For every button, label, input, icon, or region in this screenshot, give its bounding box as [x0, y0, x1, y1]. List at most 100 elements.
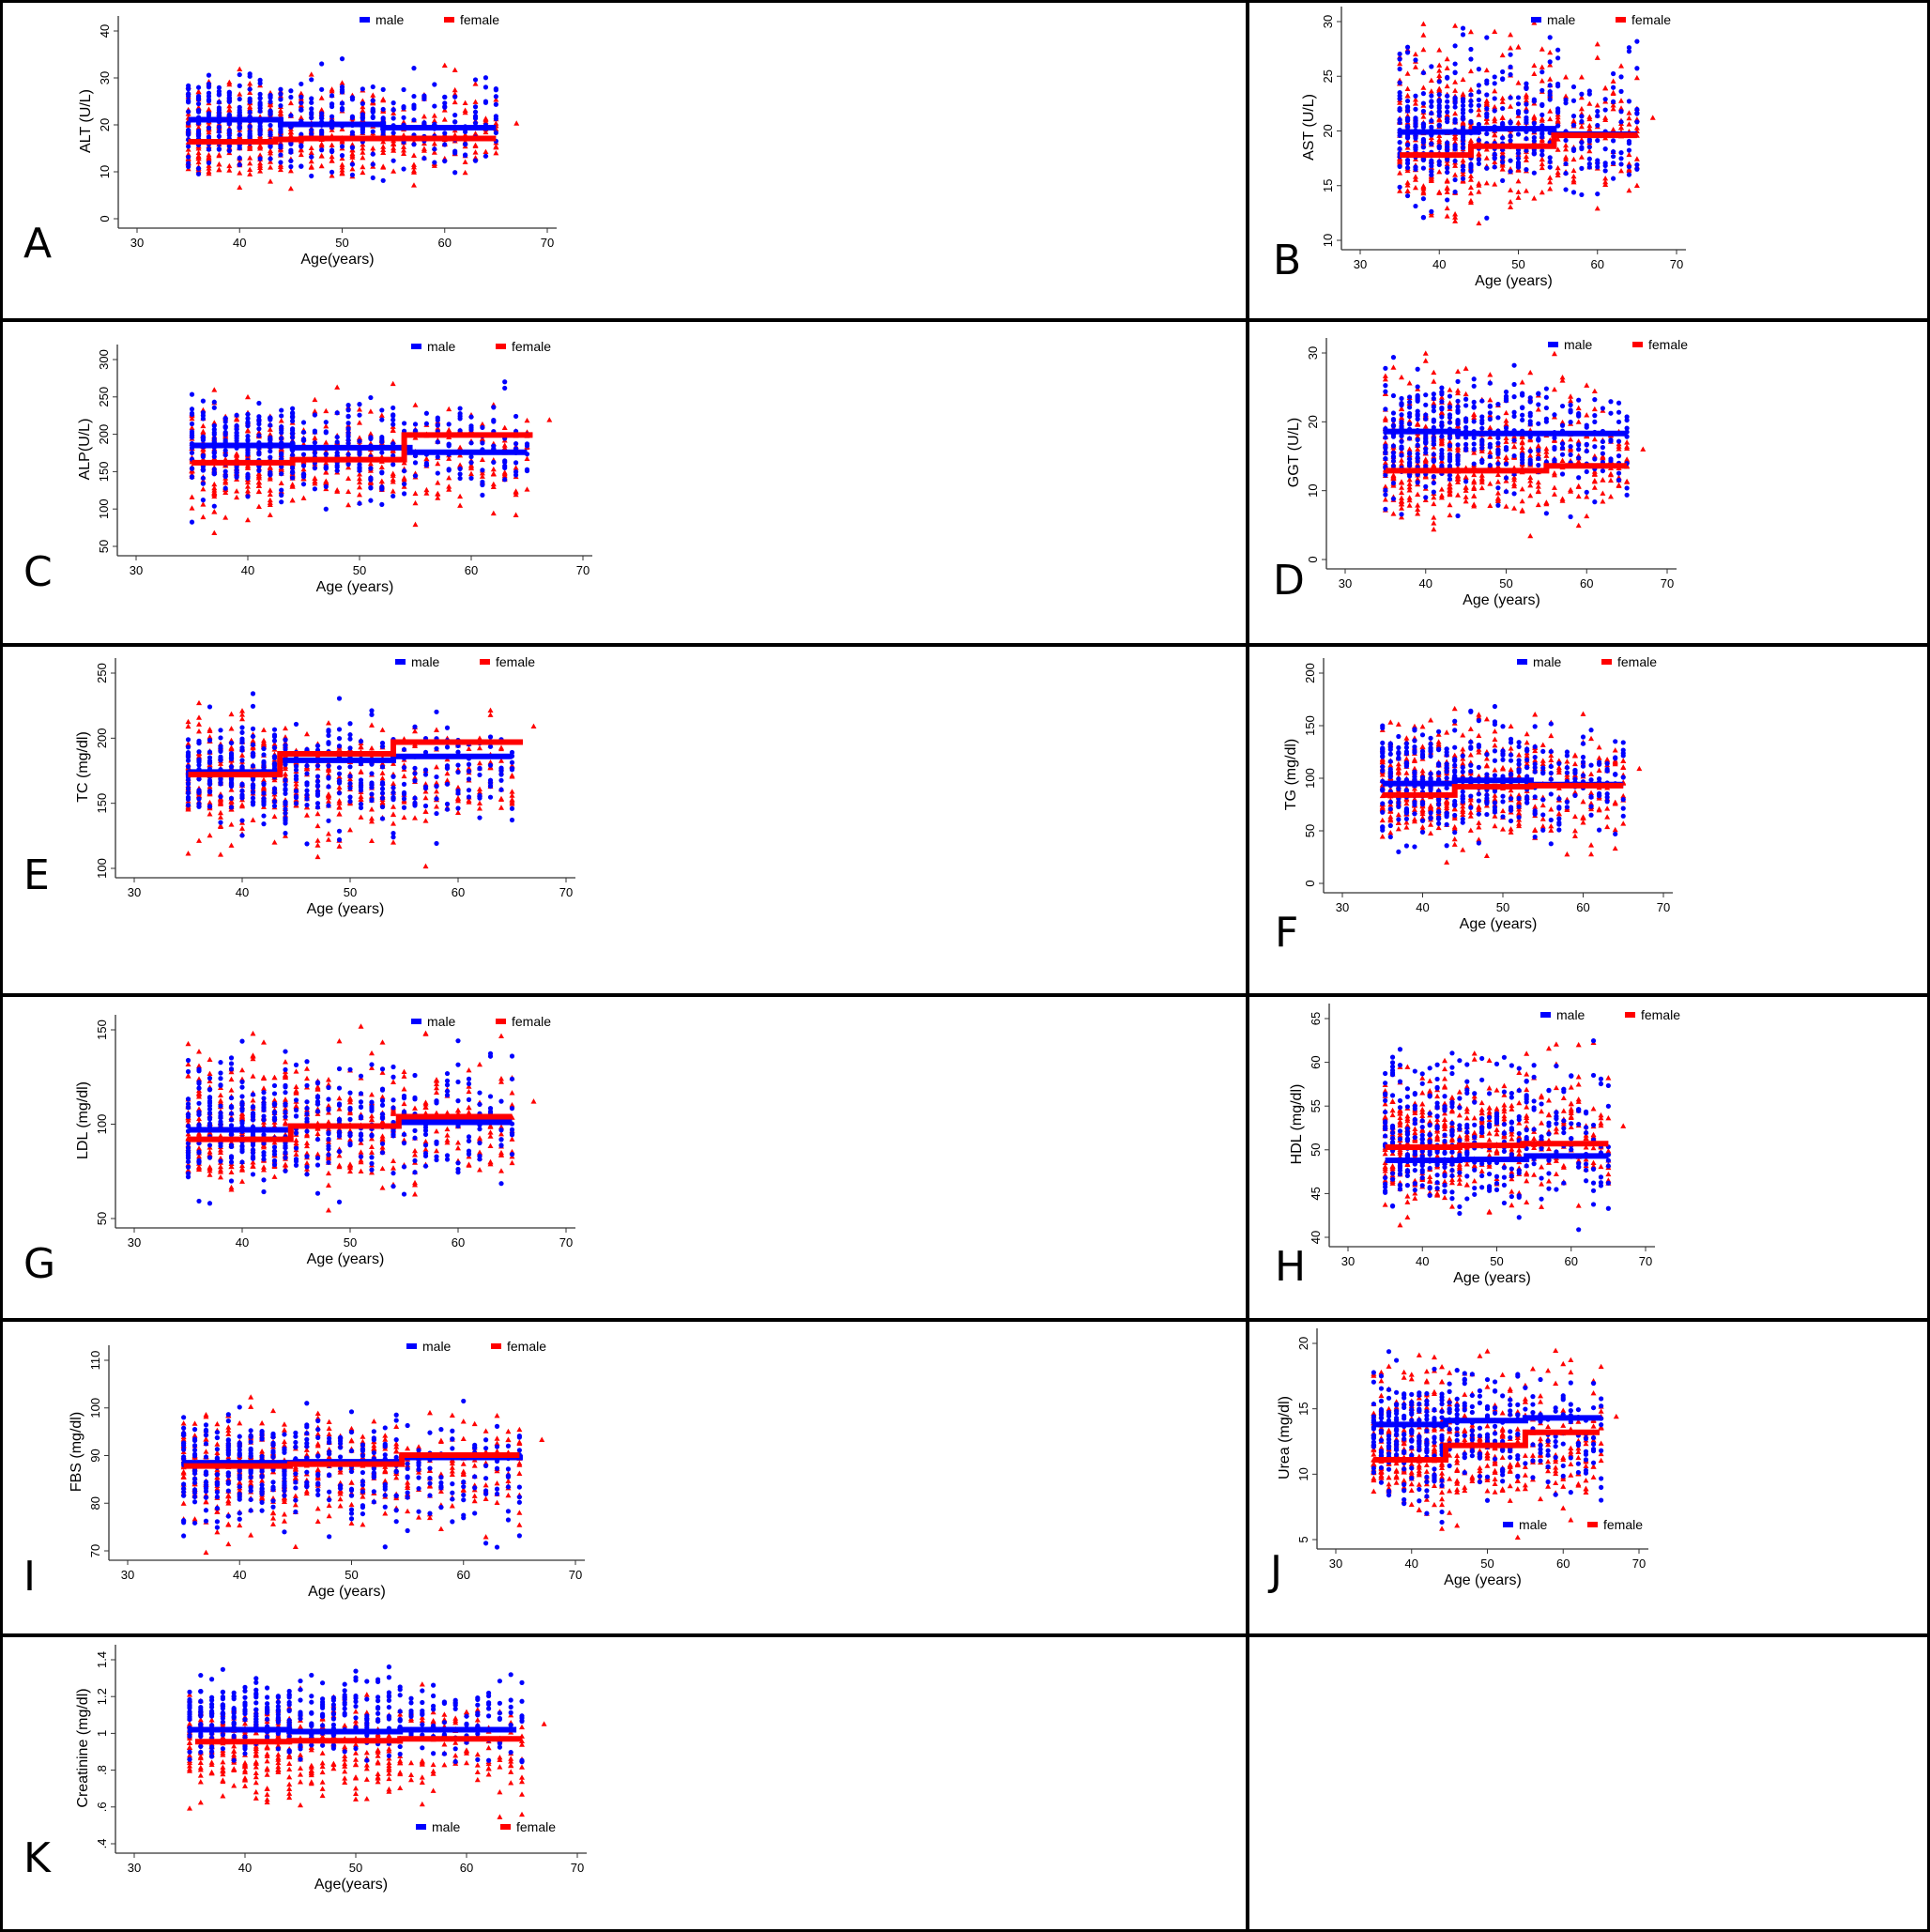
female-point — [1438, 439, 1445, 445]
female-point — [298, 146, 304, 153]
male-point — [1576, 455, 1582, 461]
male-point — [493, 101, 498, 107]
male-point — [1547, 92, 1553, 98]
male-point — [329, 147, 335, 153]
female-point — [234, 494, 240, 500]
y-axis-title: TC (mg/dl) — [75, 731, 91, 803]
male-point — [477, 772, 482, 778]
female-point — [1494, 471, 1501, 478]
female-point — [1535, 483, 1541, 489]
male-point — [1399, 446, 1404, 452]
male-point — [345, 434, 351, 439]
male-point — [250, 776, 256, 782]
female-point — [434, 779, 439, 786]
female-point — [1395, 820, 1402, 826]
female-point — [1626, 167, 1632, 173]
male-point — [498, 765, 504, 771]
male-point — [185, 744, 191, 750]
female-point — [1399, 461, 1405, 467]
female-point — [1483, 180, 1490, 186]
female-point — [226, 81, 233, 87]
male-point — [283, 782, 288, 788]
y-tick-label: 20 — [98, 118, 112, 131]
male-point — [1539, 87, 1545, 93]
male-point — [1559, 452, 1566, 457]
female-point — [1539, 117, 1545, 123]
legend-swatch — [1632, 342, 1643, 347]
female-point — [1575, 483, 1582, 489]
male-point — [421, 156, 427, 161]
male-point — [1407, 436, 1413, 441]
male-point — [1436, 144, 1442, 149]
male-point — [1413, 122, 1418, 128]
female-point — [434, 727, 439, 732]
female-point — [1404, 179, 1411, 185]
female-point — [312, 396, 318, 403]
female-point — [487, 759, 494, 765]
female-point — [267, 426, 273, 432]
male-point — [334, 434, 340, 440]
male-point — [1503, 489, 1509, 495]
female-point — [369, 745, 375, 751]
y-tick-label: 10 — [98, 165, 112, 178]
female-point — [1390, 473, 1397, 479]
male-point — [319, 128, 325, 133]
female-point — [222, 514, 229, 520]
male-point — [195, 171, 202, 176]
male-point — [326, 728, 331, 733]
female-point — [391, 147, 397, 153]
female-point — [390, 479, 396, 484]
male-point — [1476, 89, 1481, 95]
female-point — [267, 497, 273, 503]
male-point — [1495, 440, 1501, 446]
female-point — [318, 95, 325, 100]
male-point — [334, 410, 340, 416]
male-point — [1383, 365, 1388, 371]
male-point — [288, 113, 294, 118]
female-point — [1555, 172, 1561, 177]
female-point — [513, 491, 519, 498]
female-point — [1444, 83, 1450, 89]
female-point — [1406, 380, 1413, 386]
female-point — [1431, 378, 1437, 384]
female-point — [267, 499, 273, 505]
female-point — [1539, 46, 1545, 52]
legend-label: male — [1564, 337, 1593, 352]
female-point — [250, 744, 256, 751]
female-point — [1476, 182, 1482, 188]
male-point — [358, 801, 364, 807]
male-point — [491, 459, 497, 466]
male-point — [271, 803, 278, 809]
female-point — [509, 789, 515, 794]
male-point — [1390, 392, 1397, 399]
male-point — [1407, 410, 1413, 417]
female-point — [1624, 445, 1631, 451]
male-point — [1536, 448, 1541, 453]
female-point — [196, 699, 202, 706]
male-point — [1429, 208, 1434, 214]
y-tick-label: 250 — [95, 663, 109, 683]
female-point — [228, 799, 235, 805]
female-point — [1399, 489, 1405, 496]
female-point — [211, 481, 218, 487]
female-point — [347, 826, 353, 833]
male-point — [1616, 477, 1622, 483]
male-point — [1508, 64, 1513, 69]
male-point — [1568, 409, 1573, 415]
x-tick-label: 70 — [559, 885, 573, 899]
female-point — [380, 163, 387, 169]
male-point — [480, 468, 485, 473]
male-point — [411, 117, 417, 123]
male-point — [1611, 148, 1616, 155]
scatter-points — [1379, 703, 1643, 865]
male-point — [237, 83, 242, 88]
male-point — [1495, 461, 1501, 467]
male-point — [435, 454, 440, 460]
male-point — [369, 798, 375, 804]
male-point — [185, 794, 191, 800]
female-point — [1610, 126, 1616, 132]
male-point — [423, 410, 429, 416]
female-point — [1460, 93, 1466, 99]
female-point — [277, 107, 283, 114]
